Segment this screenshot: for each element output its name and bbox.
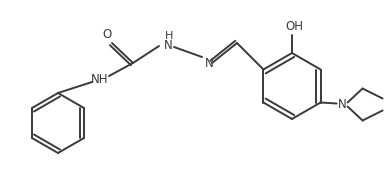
Text: N: N (338, 98, 347, 111)
Text: O: O (102, 28, 112, 40)
Text: H: H (165, 31, 173, 41)
Text: N: N (164, 39, 172, 52)
Text: N: N (204, 57, 213, 70)
Text: OH: OH (285, 19, 303, 32)
Text: NH: NH (91, 73, 109, 86)
